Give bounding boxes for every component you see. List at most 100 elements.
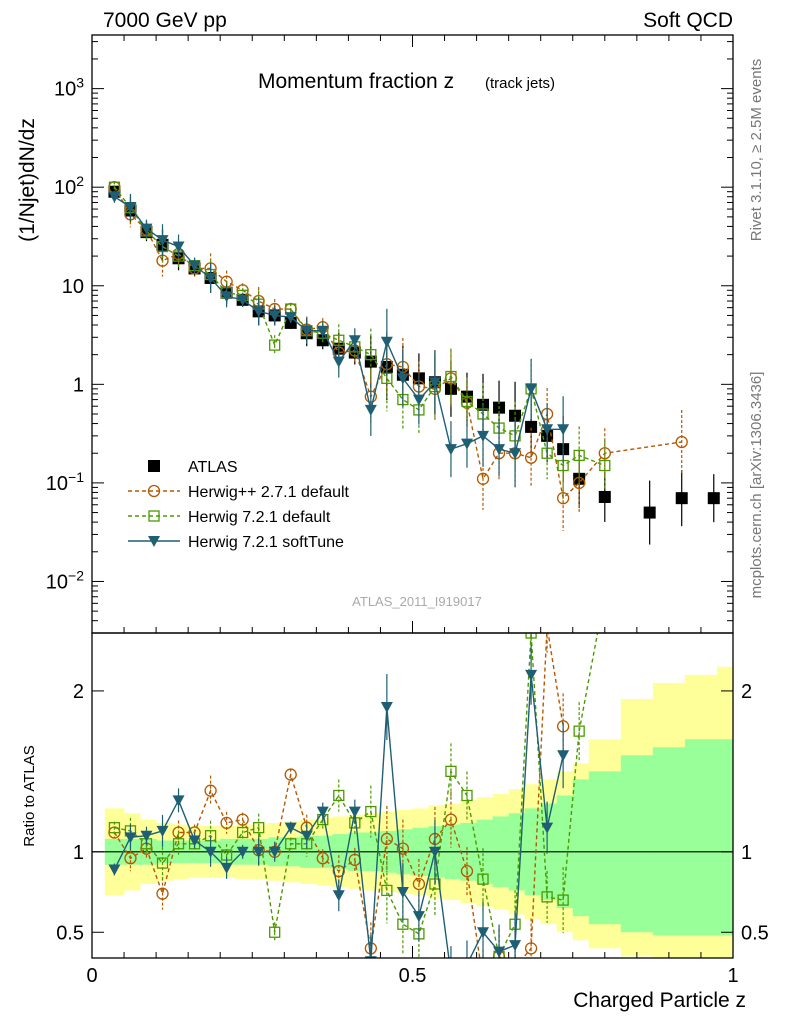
ratio-point <box>300 830 313 842</box>
stat-uncertainty-band <box>716 739 733 936</box>
y-tick-label: 102 <box>54 173 84 199</box>
main-point <box>156 235 169 247</box>
y-tick-label: 10 <box>62 276 84 298</box>
ratio-point <box>204 784 217 797</box>
ratio-point <box>478 975 489 986</box>
y-axis-label: (1/Njet)dN/dz <box>16 118 39 242</box>
ratio-point <box>188 835 201 847</box>
ratio-point <box>284 822 297 834</box>
main-series-herwig-7-2-1-softtune <box>108 190 570 488</box>
header-right: Soft QCD <box>643 9 733 32</box>
main-point <box>332 356 345 368</box>
ratio-panel: 0 0.5 10.5 0.51 12 2 <box>56 589 769 987</box>
main-point <box>236 294 249 306</box>
main-point <box>460 438 473 450</box>
legend-marker <box>148 510 160 522</box>
main-point <box>364 404 377 416</box>
main-series-herwig-7-2-1-default <box>108 181 611 499</box>
ratio-y-tick-label: 1 <box>73 842 84 864</box>
ratio-series-herwig-7-2-1-softtune <box>108 644 570 958</box>
ratio-point <box>236 846 249 858</box>
ratio-point <box>365 805 377 818</box>
main-point <box>476 472 490 485</box>
legend-label: Herwig++ 2.7.1 default <box>188 484 350 501</box>
main-point <box>365 349 377 361</box>
main-point <box>675 435 688 449</box>
ratio-point <box>124 832 137 844</box>
ratio-point <box>316 806 329 818</box>
main-point <box>525 420 538 433</box>
ratio-point <box>108 822 121 834</box>
main-title-sub: (track jets) <box>485 75 555 92</box>
main-point <box>140 223 153 235</box>
ratio-point <box>557 750 570 762</box>
main-point <box>124 201 137 213</box>
main-point <box>509 409 522 422</box>
main-point <box>252 306 265 318</box>
ratio-point <box>333 789 345 802</box>
main-point <box>428 377 441 389</box>
main-point <box>204 272 217 284</box>
ratio-y-tick-label: 1 <box>741 842 752 864</box>
legend-label: Herwig 7.2.1 softTune <box>188 534 344 551</box>
ratio-point <box>396 887 409 899</box>
ratio-point <box>156 887 169 900</box>
main-point <box>284 312 297 324</box>
ratio-point <box>252 846 265 858</box>
ratio-point <box>461 789 473 802</box>
stat-uncertainty-band <box>588 771 622 925</box>
ratio-bands <box>104 666 733 958</box>
ratio-point <box>269 926 281 938</box>
ratio-point <box>542 621 553 632</box>
legend-marker <box>148 536 160 547</box>
ratio-point <box>600 589 610 599</box>
ratio-point <box>316 852 329 865</box>
main-point <box>108 191 121 203</box>
main-point <box>599 459 611 472</box>
ratio-point <box>381 884 393 897</box>
main-point <box>220 291 233 303</box>
ratio-point <box>332 864 345 878</box>
main-point <box>509 448 522 460</box>
ratio-point <box>253 822 265 834</box>
ratio-y-tick-label: 0.5 <box>741 922 769 944</box>
main-point <box>380 336 393 348</box>
ratio-point <box>284 768 297 781</box>
x-axis-label: Charged Particle z <box>573 989 746 1012</box>
ratio-point <box>380 702 393 714</box>
main-point <box>396 373 409 385</box>
ratio-point <box>493 946 506 958</box>
main-point <box>477 430 490 442</box>
legend-label: Herwig 7.2.1 default <box>188 509 331 526</box>
main-point <box>348 335 361 347</box>
ratio-y-tick-label: 2 <box>73 681 84 703</box>
ratio-point <box>444 813 458 826</box>
ratio-point <box>220 862 233 874</box>
ratio-series-herwig-7-2-1-default <box>108 589 610 958</box>
main-point <box>525 383 538 395</box>
main-point <box>188 260 201 272</box>
main-point <box>461 395 473 408</box>
main-point <box>172 241 185 253</box>
legend-marker <box>147 484 161 498</box>
ratio-point <box>204 846 217 858</box>
ratio-point <box>332 890 345 902</box>
ratio-point <box>108 864 121 876</box>
main-point <box>524 451 538 464</box>
ratio-point <box>428 846 441 858</box>
main-point <box>643 506 656 519</box>
main-panel: 10−2 10−1 1 10 102 103 ATLAS Herwig++ 2.7.1 def… <box>46 34 734 634</box>
ratio-point <box>140 830 153 842</box>
main-point <box>412 394 425 406</box>
ratio-point <box>220 816 233 830</box>
ratio-point <box>557 894 569 906</box>
stat-uncertainty-band <box>652 747 686 936</box>
legend-label: ATLAS <box>188 459 238 476</box>
stat-uncertainty-band <box>684 739 718 936</box>
ratio-point <box>445 765 457 778</box>
ratio-point <box>524 942 538 955</box>
main-point <box>707 492 720 505</box>
stat-uncertainty-band <box>572 779 590 917</box>
ratio-point <box>285 838 297 850</box>
ratio-point <box>124 852 137 865</box>
